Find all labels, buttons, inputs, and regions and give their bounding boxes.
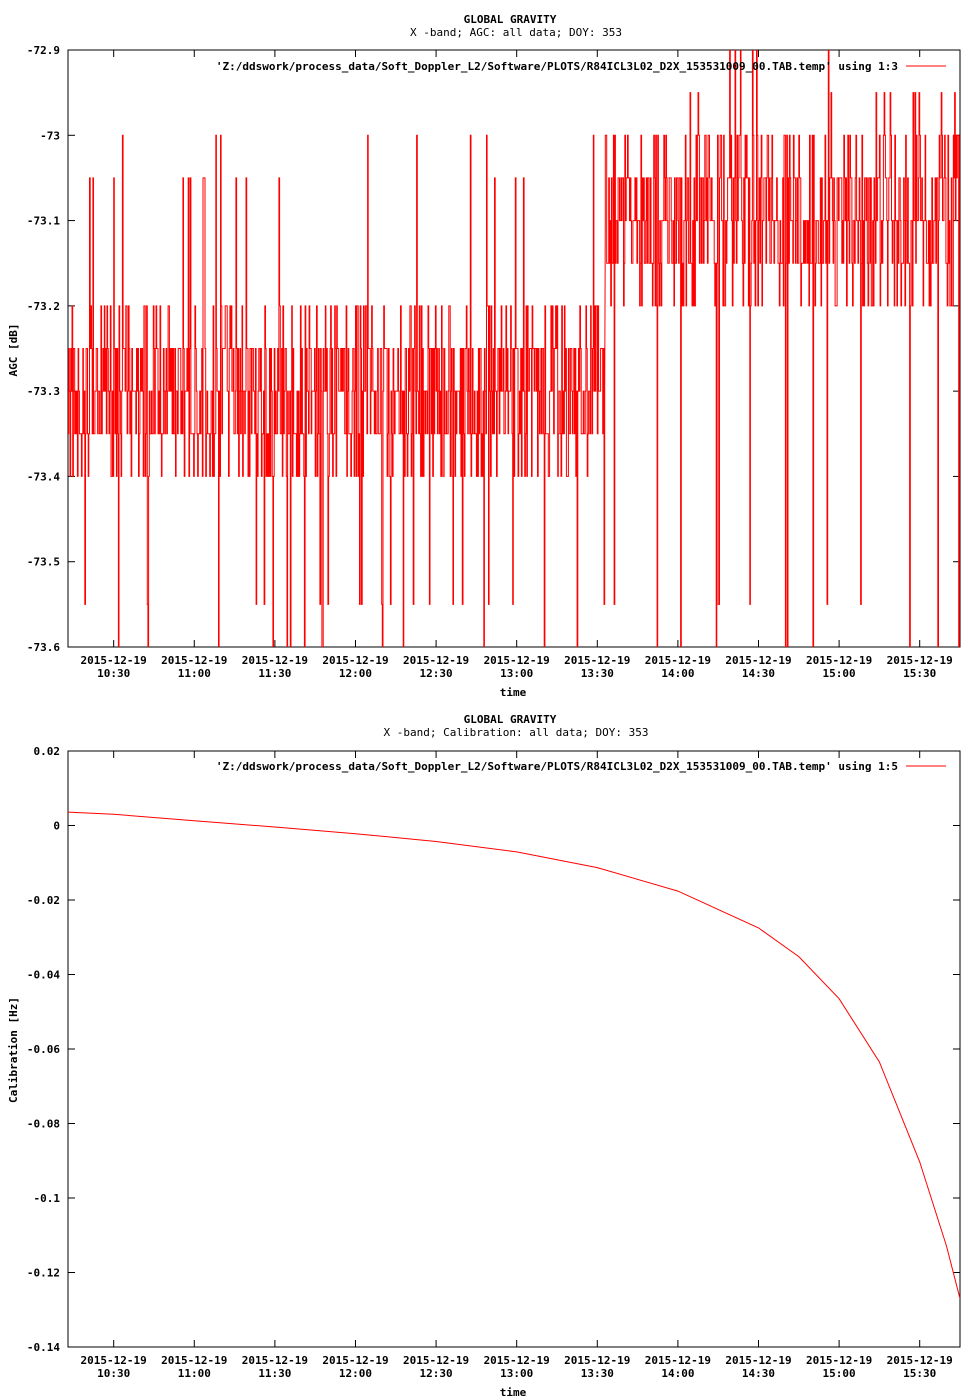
- x-tick-time: 10:30: [97, 667, 130, 680]
- x-tick-date: 2015-12-19: [161, 1354, 227, 1367]
- x-tick-time: 15:30: [903, 1367, 936, 1380]
- chart-subtitle: X -band; AGC: all data; DOY: 353: [410, 26, 622, 39]
- x-tick-date: 2015-12-19: [887, 1354, 953, 1367]
- x-tick-date: 2015-12-19: [484, 654, 550, 667]
- y-axis: -72.9 -73 -73.1 -73.2 -73.3 -73.4 -73.5 -73.6: [27, 44, 960, 654]
- legend-label: 'Z:/ddswork/process_data/Soft_Doppler_L2…: [216, 60, 898, 73]
- x-tick-date: 2015-12-19: [725, 1354, 791, 1367]
- x-tick-date: 2015-12-19: [564, 1354, 630, 1367]
- x-tick-time: 14:30: [742, 1367, 775, 1380]
- y-tick-label: -0.12: [27, 1267, 60, 1280]
- y-tick-label: -0.04: [27, 969, 60, 982]
- x-tick-date: 2015-12-19: [645, 654, 711, 667]
- x-tick-date: 2015-12-19: [322, 654, 388, 667]
- x-tick-time: 14:00: [661, 1367, 694, 1380]
- x-tick-time: 13:30: [581, 667, 614, 680]
- y-axis-label: Calibration [Hz]: [7, 997, 20, 1103]
- y-tick-label: -73.4: [27, 470, 60, 483]
- legend-label: 'Z:/ddswork/process_data/Soft_Doppler_L2…: [216, 760, 898, 773]
- x-tick-time: 12:00: [339, 1367, 372, 1380]
- y-tick-label: -0.08: [27, 1118, 60, 1131]
- x-tick-date: 2015-12-19: [242, 1354, 308, 1367]
- y-tick-label: 0.02: [34, 745, 61, 758]
- x-tick-date: 2015-12-19: [725, 654, 791, 667]
- x-tick-date: 2015-12-19: [806, 1354, 872, 1367]
- x-axis: 2015-12-1910:302015-12-1911:002015-12-19…: [81, 751, 953, 1380]
- x-tick-time: 12:30: [420, 1367, 453, 1380]
- x-tick-date: 2015-12-19: [645, 1354, 711, 1367]
- agc-chart: GLOBAL GRAVITY X -band; AGC: all data; D…: [7, 13, 961, 699]
- x-tick-time: 11:30: [258, 1367, 291, 1380]
- y-tick-label: -73: [40, 129, 60, 142]
- chart-subtitle: X -band; Calibration: all data; DOY: 353: [384, 726, 649, 739]
- x-tick-time: 15:00: [823, 1367, 856, 1380]
- y-tick-label: -73.3: [27, 385, 60, 398]
- y-tick-label: -0.06: [27, 1043, 60, 1056]
- x-tick-date: 2015-12-19: [242, 654, 308, 667]
- y-tick-label: -73.1: [27, 215, 60, 228]
- y-tick-label: -73.5: [27, 556, 60, 569]
- y-tick-label: -73.6: [27, 641, 60, 654]
- x-tick-time: 12:30: [420, 667, 453, 680]
- x-tick-time: 15:00: [823, 667, 856, 680]
- x-tick-time: 13:00: [500, 1367, 533, 1380]
- x-tick-date: 2015-12-19: [564, 654, 630, 667]
- x-tick-time: 11:00: [178, 1367, 211, 1380]
- x-axis-label: time: [500, 1386, 527, 1399]
- x-tick-time: 14:30: [742, 667, 775, 680]
- x-tick-time: 15:30: [903, 667, 936, 680]
- series-line-calibration: [68, 811, 960, 1299]
- x-tick-date: 2015-12-19: [887, 654, 953, 667]
- x-tick-time: 11:30: [258, 667, 291, 680]
- x-axis: 2015-12-1910:302015-12-1911:002015-12-19…: [81, 50, 953, 680]
- x-tick-date: 2015-12-19: [403, 654, 469, 667]
- plot-frame: [67, 750, 961, 1348]
- y-tick-label: -73.2: [27, 300, 60, 313]
- x-axis-label: time: [500, 686, 527, 699]
- x-tick-date: 2015-12-19: [322, 1354, 388, 1367]
- x-tick-time: 11:00: [178, 667, 211, 680]
- chart-title: GLOBAL GRAVITY: [464, 13, 557, 26]
- x-tick-time: 12:00: [339, 667, 372, 680]
- plot-frame: [67, 49, 961, 648]
- y-tick-label: 0: [53, 820, 60, 833]
- x-tick-date: 2015-12-19: [81, 1354, 147, 1367]
- x-tick-date: 2015-12-19: [403, 1354, 469, 1367]
- y-tick-label: -0.14: [27, 1341, 60, 1354]
- x-tick-time: 14:00: [661, 667, 694, 680]
- y-axis-label: AGC [dB]: [7, 324, 20, 377]
- y-tick-label: -0.02: [27, 894, 60, 907]
- x-tick-time: 13:30: [581, 1367, 614, 1380]
- y-tick-label: -72.9: [27, 44, 60, 57]
- calibration-chart: GLOBAL GRAVITY X -band; Calibration: all…: [7, 713, 961, 1399]
- x-tick-time: 13:00: [500, 667, 533, 680]
- y-tick-label: -0.1: [34, 1192, 61, 1205]
- y-axis: 0.02 0 -0.02 -0.04 -0.06 -0.08 -0.1 -0.12 -0.14: [27, 745, 960, 1354]
- x-tick-date: 2015-12-19: [806, 654, 872, 667]
- x-tick-date: 2015-12-19: [161, 654, 227, 667]
- x-tick-time: 10:30: [97, 1367, 130, 1380]
- series-line-agc: [68, 50, 960, 647]
- chart-title: GLOBAL GRAVITY: [464, 713, 557, 726]
- x-tick-date: 2015-12-19: [81, 654, 147, 667]
- x-tick-date: 2015-12-19: [484, 1354, 550, 1367]
